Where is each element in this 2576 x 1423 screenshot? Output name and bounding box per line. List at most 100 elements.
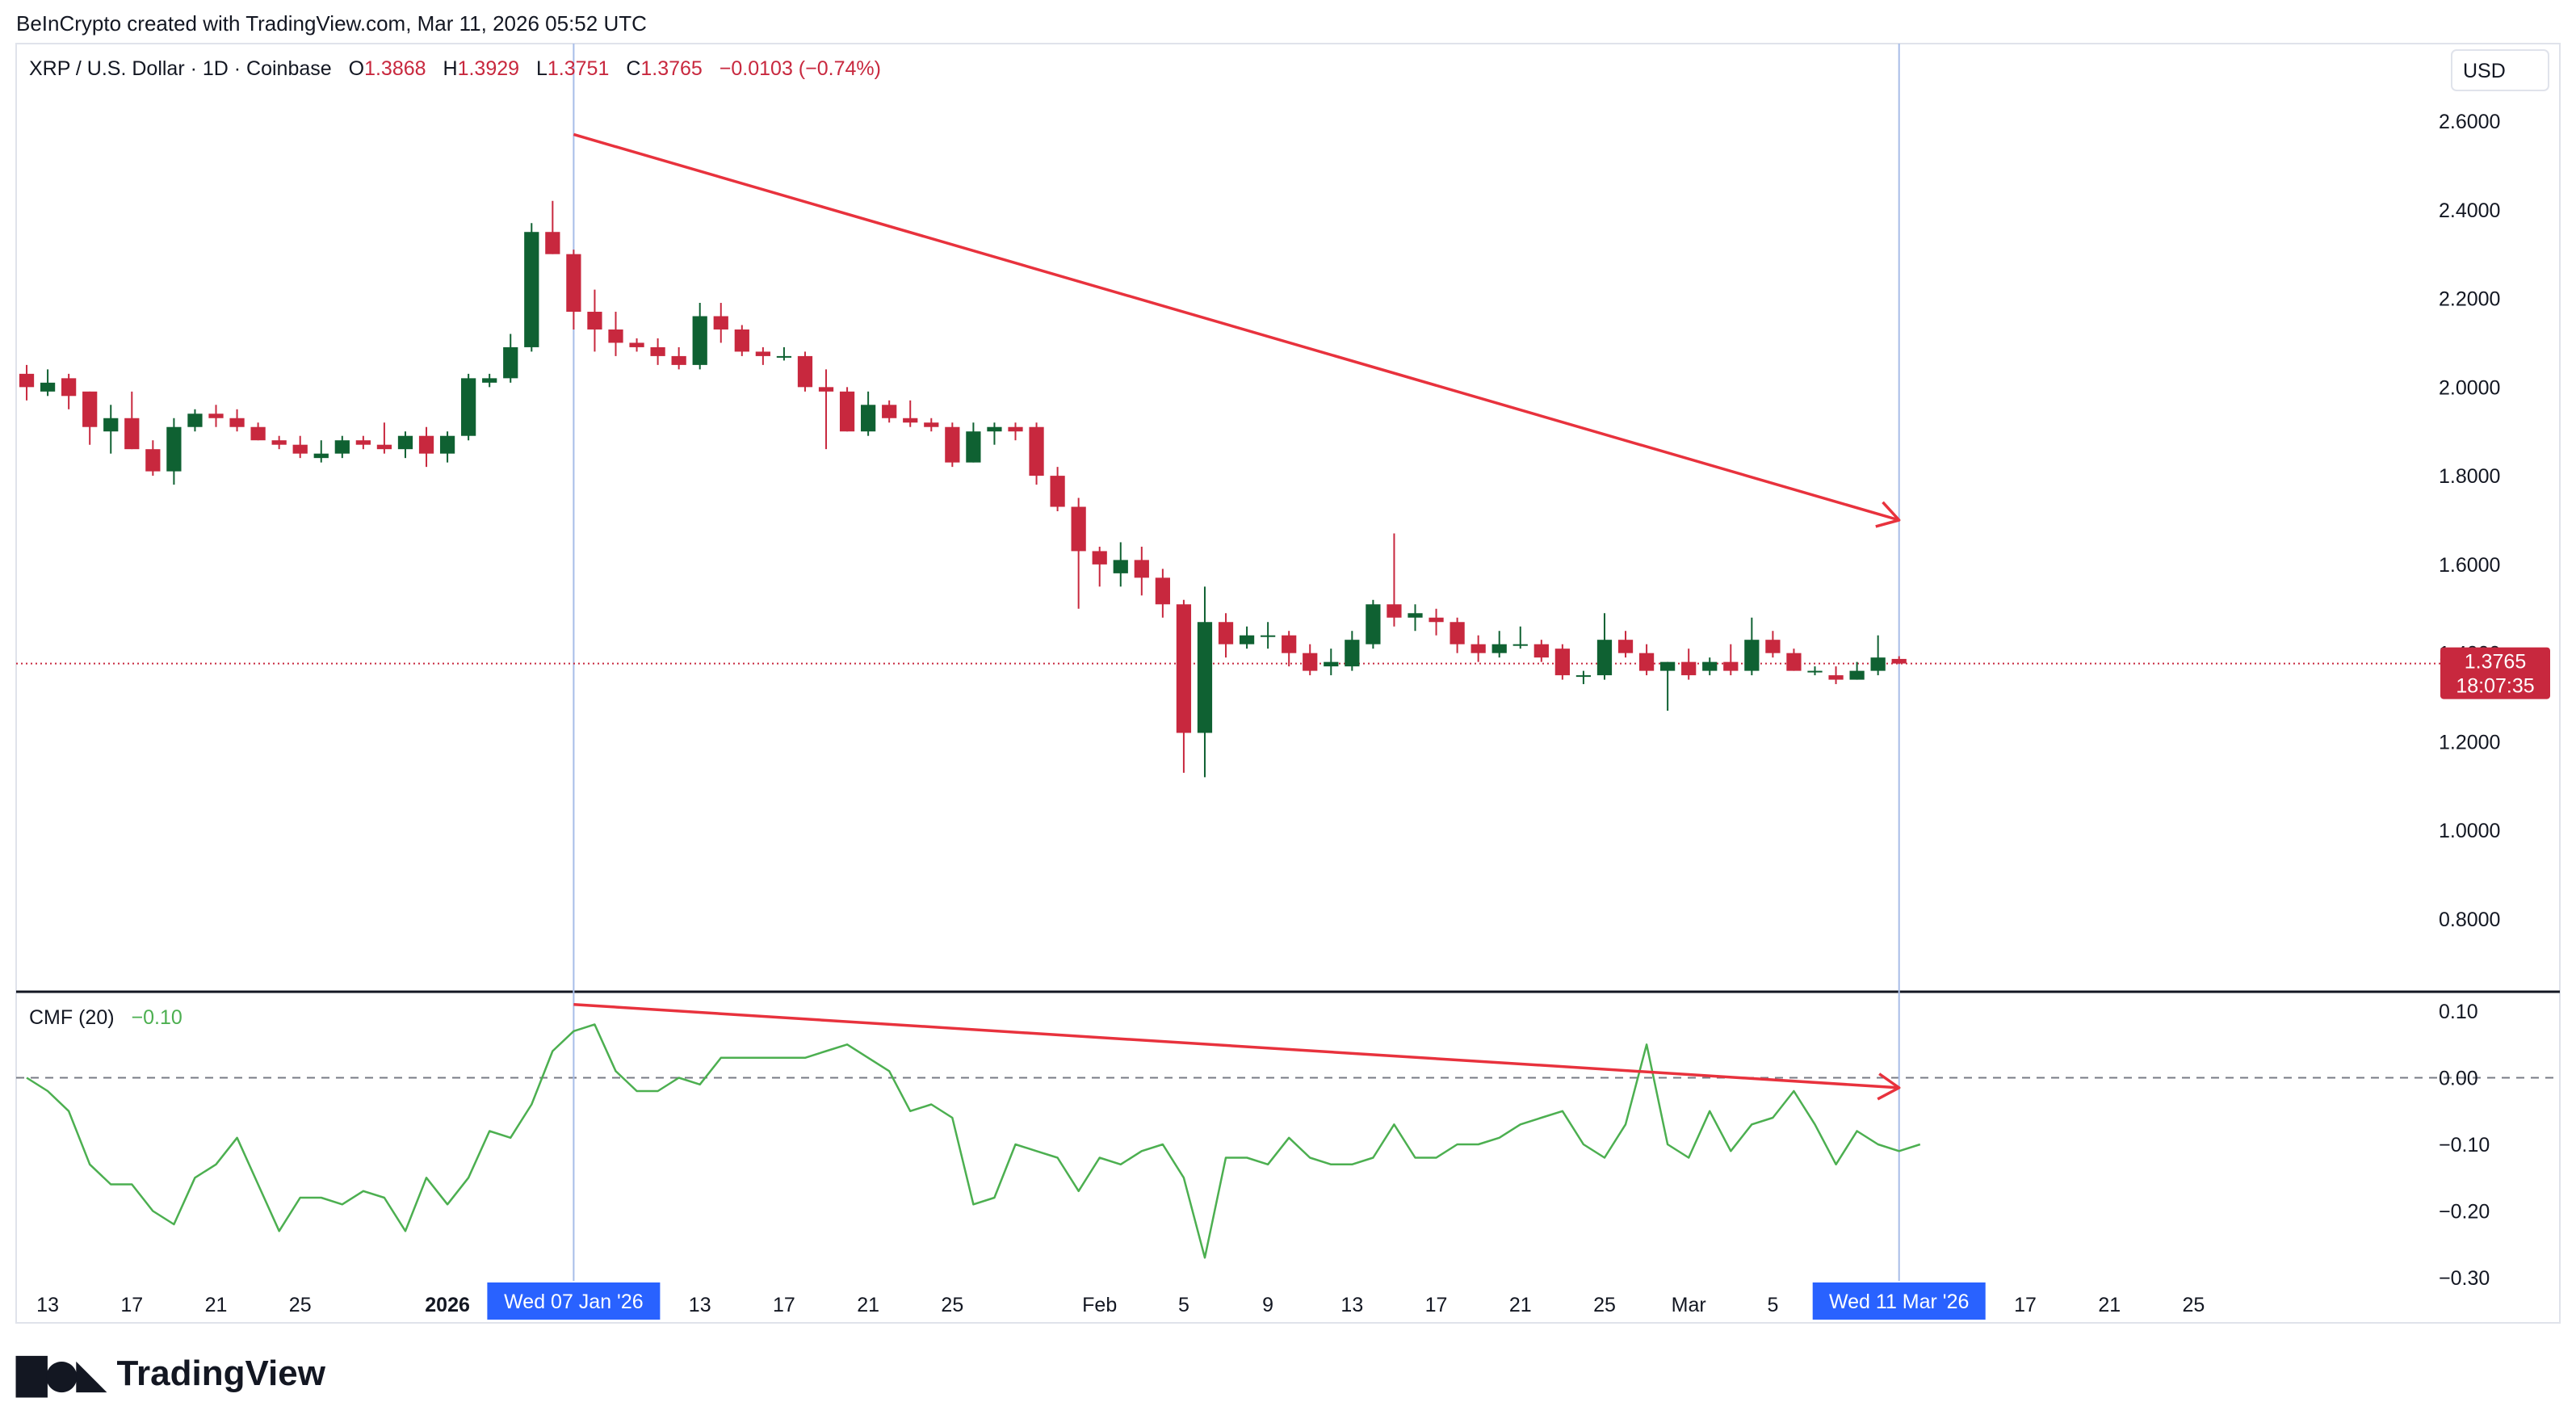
candle-body [1891, 658, 1907, 664]
candle-body [650, 346, 665, 356]
candle-body [418, 435, 434, 454]
price-trendline-group[interactable] [573, 132, 1901, 528]
candle-body [1617, 640, 1634, 653]
cmf-axis[interactable]: 0.10 0.00 −0.10 −0.20 −0.30 [2439, 1001, 2490, 1290]
candle [608, 312, 623, 356]
candle [1596, 613, 1613, 680]
high-label: H [443, 57, 458, 80]
candle [545, 200, 560, 254]
candle [1345, 631, 1360, 671]
time-tick-label: 9 [1262, 1294, 1273, 1316]
candle-body [1807, 670, 1823, 673]
candle-body [1218, 622, 1234, 644]
candle [355, 435, 371, 450]
candle-body [861, 405, 876, 432]
cmf-trendline-group[interactable] [573, 1003, 1901, 1101]
candle-body [355, 440, 371, 445]
candle [61, 373, 77, 409]
candle-body [1491, 644, 1507, 653]
candle [587, 289, 602, 352]
candle [1429, 608, 1444, 636]
candle [1282, 631, 1297, 667]
candle [1155, 569, 1170, 618]
candle-body [1113, 560, 1128, 573]
candle-body [271, 440, 287, 445]
candle-body [1596, 640, 1613, 676]
price-tick-label: 2.0000 [2439, 376, 2500, 399]
candle [1828, 666, 1844, 685]
candle-body [587, 312, 602, 330]
time-tick-label: 25 [289, 1294, 312, 1316]
candle [1554, 644, 1570, 680]
candle-body [1408, 613, 1423, 618]
cmf-series-group [26, 1023, 1921, 1259]
candle [1450, 617, 1465, 653]
candle-body [1282, 635, 1297, 653]
candle-body [882, 405, 897, 418]
time-tick-label: 25 [1593, 1294, 1616, 1316]
candle-body [1744, 640, 1760, 671]
legend-symbol[interactable]: XRP / U.S. Dollar · 1D · Coinbase O1.386… [29, 57, 881, 80]
candle [903, 400, 918, 427]
candle-body [103, 418, 119, 432]
symbol-text: XRP / U.S. Dollar · 1D · Coinbase [29, 57, 332, 80]
candle [692, 303, 707, 370]
candle [40, 369, 56, 397]
cmf-tick-label: 0.00 [2439, 1068, 2478, 1090]
time-tick-label: 21 [857, 1294, 879, 1316]
candle [629, 338, 644, 352]
cmf-trendline-arrowhead [1877, 1072, 1901, 1101]
candle-body [250, 426, 266, 441]
candle [1071, 497, 1086, 609]
price-trendline-arrowhead [1875, 501, 1901, 528]
currency-button-bg[interactable] [2451, 49, 2549, 91]
candle-body [208, 413, 224, 418]
candle-body [545, 232, 560, 254]
cmf-tick-label: 0.10 [2439, 1001, 2478, 1023]
low-label: L [536, 57, 548, 80]
candle [1261, 622, 1276, 649]
open-value: 1.3868 [364, 57, 426, 80]
time-tick-label: 13 [1340, 1294, 1363, 1316]
candle [650, 338, 665, 365]
candle-body [1765, 640, 1781, 653]
candle [1134, 546, 1149, 596]
candle [671, 346, 686, 370]
currency-button[interactable]: USD [2463, 60, 2506, 82]
candle-body [61, 378, 77, 397]
candle-body [629, 342, 644, 347]
candle-body [1366, 604, 1381, 644]
cmf-legend[interactable]: CMF (20) −0.10 [29, 1006, 183, 1029]
time-tick-label: 13 [689, 1294, 711, 1316]
time-axis[interactable]: 13 17 21 25 2026 13 17 21 25 Feb 5 9 13 17 21 25 Mar 5 17 2… [36, 1294, 2205, 1316]
candle-body [1450, 622, 1465, 644]
candle-body [461, 378, 476, 436]
price-tick-label: 0.8000 [2439, 909, 2500, 931]
candle [1029, 422, 1044, 485]
candle [1575, 670, 1592, 685]
candle [1533, 640, 1549, 662]
tradingview-logo[interactable]: ▇●◣ TradingView [16, 1345, 325, 1402]
time-tick-label: Feb [1082, 1294, 1117, 1316]
candle-body [40, 382, 56, 392]
price-axis[interactable]: 2.60002.40002.20002.00001.80001.60001.40… [2439, 111, 2500, 931]
candle [1176, 599, 1192, 773]
candle-body [1008, 426, 1023, 432]
candle [1891, 656, 1907, 665]
candle [1303, 644, 1318, 676]
cmf-tick-label: −0.20 [2439, 1201, 2490, 1224]
price-tick-label: 1.8000 [2439, 465, 2500, 488]
candle [1408, 604, 1423, 632]
candle-body [292, 444, 308, 454]
cmf-value: −0.10 [132, 1006, 183, 1029]
candle-body [334, 440, 350, 454]
candle-body [1261, 635, 1276, 637]
high-value: 1.3929 [458, 57, 519, 80]
time-tick-label: 25 [2183, 1294, 2205, 1316]
candle-body [82, 391, 98, 427]
time-tick-label: 5 [1178, 1294, 1189, 1316]
candle [1366, 599, 1381, 649]
candle-body [1786, 653, 1802, 671]
date-badge-left-text: Wed 07 Jan '26 [504, 1291, 644, 1313]
